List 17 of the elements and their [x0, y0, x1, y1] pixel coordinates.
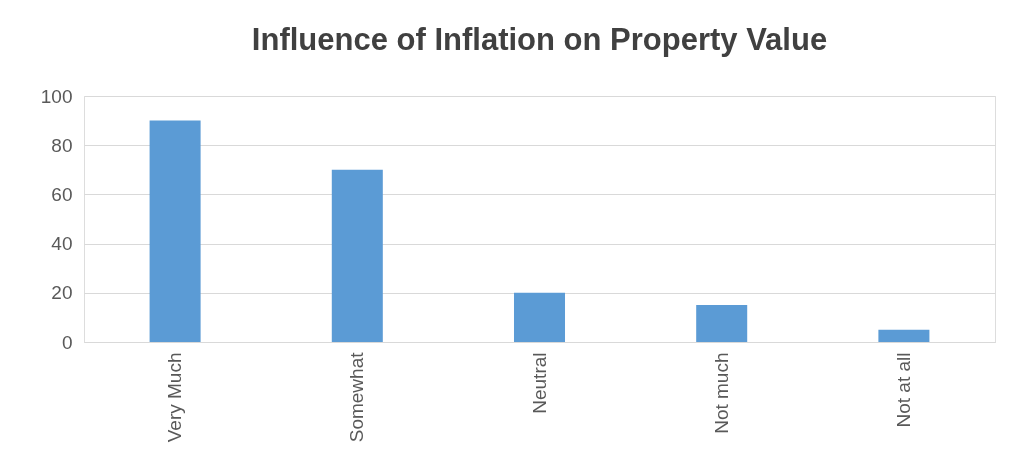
y-tick-label: 20	[51, 282, 73, 304]
bar	[696, 305, 748, 342]
bar	[149, 120, 201, 342]
bar	[878, 329, 930, 342]
y-tick-label: 0	[61, 331, 73, 353]
bar	[331, 169, 383, 342]
x-tick-label: Somewhat	[346, 351, 368, 443]
chart-title: Influence of Inflation on Property Value	[251, 22, 828, 57]
x-tick-label: Very Much	[164, 352, 186, 443]
y-tick-label: 60	[51, 183, 73, 205]
x-tick-label: Not much	[710, 352, 732, 434]
x-tick-label: Neutral	[528, 352, 550, 414]
x-tick-label: Not at all	[892, 352, 914, 428]
y-tick-label: 100	[40, 85, 73, 107]
y-tick-label: 80	[51, 134, 73, 156]
y-tick-label: 40	[51, 233, 73, 255]
bar	[513, 292, 566, 342]
